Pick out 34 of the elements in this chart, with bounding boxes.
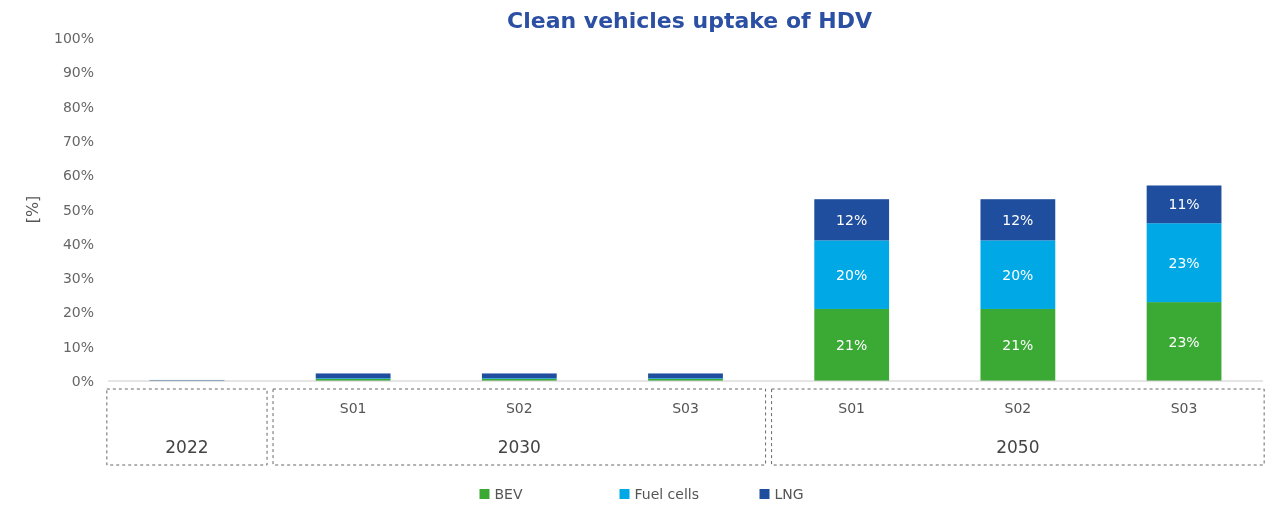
x-tick-label: S02 bbox=[1004, 400, 1032, 416]
data-label: 12% bbox=[1002, 211, 1034, 228]
text: 2050 bbox=[996, 437, 1040, 457]
y-tick-label: 60% bbox=[62, 167, 94, 184]
legend-label: LNG bbox=[774, 486, 804, 502]
y-tick-label: 20% bbox=[62, 304, 94, 321]
y-tick-label: 0% bbox=[71, 373, 94, 389]
y-tick-label: 30% bbox=[62, 270, 94, 287]
x-tick-label: S02 bbox=[505, 400, 533, 416]
data-label: 20% bbox=[1002, 266, 1034, 283]
legend-label: Fuel cells bbox=[634, 486, 699, 502]
chart-title: Clean vehicles uptake of HDV bbox=[507, 8, 872, 33]
y-tick-label: 70% bbox=[62, 132, 94, 149]
data-label: 20% bbox=[836, 266, 868, 283]
x-tick-label: S03 bbox=[672, 400, 699, 416]
legend-label: BEV bbox=[494, 486, 523, 502]
text: 2022 bbox=[165, 437, 209, 457]
y-tick-label: 90% bbox=[62, 64, 94, 81]
data-label: 23% bbox=[1168, 254, 1200, 271]
data-label: 23% bbox=[1168, 333, 1200, 350]
data-label: 12% bbox=[836, 211, 868, 228]
data-label: 21% bbox=[1002, 336, 1034, 353]
x-tick-label: S03 bbox=[1170, 400, 1198, 416]
y-tick-label: 40% bbox=[62, 235, 94, 252]
y-tick-label: 80% bbox=[62, 98, 94, 115]
y-tick-label: 50% bbox=[62, 201, 94, 218]
y-tick-label: 10% bbox=[62, 338, 94, 355]
y-tick-label: 100% bbox=[53, 30, 94, 46]
y-axis-title: [%] bbox=[23, 195, 42, 224]
x-tick-label: S01 bbox=[339, 400, 367, 416]
data-label: 21% bbox=[836, 336, 868, 353]
x-tick-label: S01 bbox=[838, 400, 866, 416]
text: 2030 bbox=[497, 437, 541, 457]
data-label: 11% bbox=[1168, 196, 1200, 213]
